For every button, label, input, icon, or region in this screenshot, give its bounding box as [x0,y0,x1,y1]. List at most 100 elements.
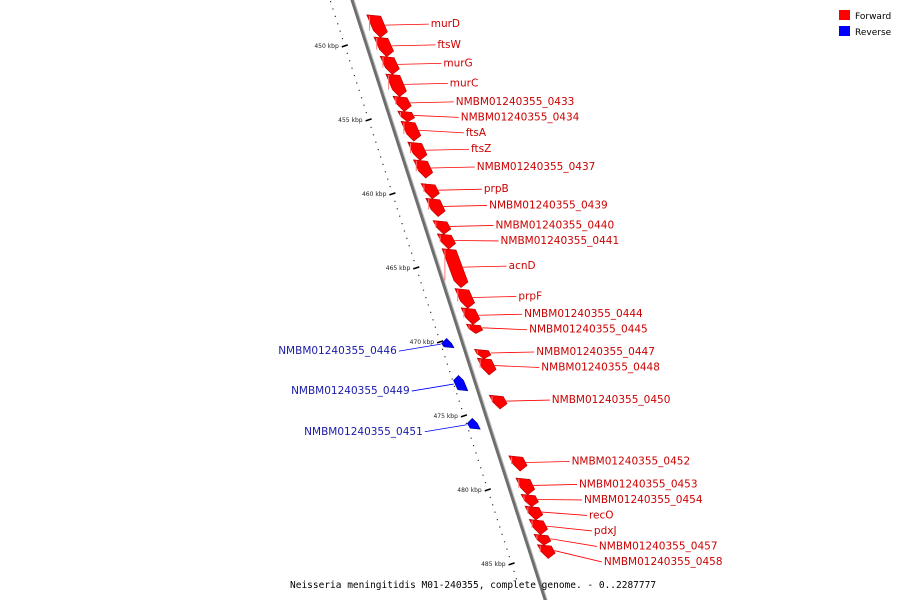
minor-tick [396,208,398,210]
gene-arrow-forward[interactable] [407,141,428,161]
gene-arrow-forward[interactable] [441,248,469,289]
gene-label-forward[interactable]: NMBM01240355_0448 [541,361,660,373]
minor-tick [484,481,487,484]
minor-tick [499,526,501,528]
major-tick [508,562,515,566]
gene-label-forward[interactable]: NMBM01240355_0447 [536,346,655,358]
minor-tick [501,533,503,535]
gene-label-forward[interactable]: NMBM01240355_0433 [456,96,575,108]
gene-label-reverse[interactable]: NMBM01240355_0451 [304,426,423,438]
tick-label: 455 kbp [338,117,363,124]
minor-tick [380,156,382,158]
gene-label-forward[interactable]: ftsA [466,127,487,139]
minor-tick [408,245,410,247]
gene-label-forward[interactable]: NMBM01240355_0440 [496,219,615,231]
minor-tick [349,60,351,62]
gene-label-forward[interactable]: NMBM01240355_0445 [529,324,648,336]
minor-tick [346,52,348,54]
minor-tick [441,348,444,350]
gene-label-forward[interactable]: murD [431,18,460,30]
minor-tick [513,570,515,572]
gene-arrow-reverse[interactable] [441,337,455,349]
gene-label-forward[interactable]: NMBM01240355_0434 [461,111,580,123]
legend-reverse-swatch [839,26,850,36]
gene-leader-line [472,296,517,298]
gene-arrow-forward[interactable] [476,357,497,376]
gene-arrow-forward[interactable] [400,121,422,142]
gene-arrow-forward[interactable] [373,36,395,58]
gene-label-forward[interactable]: murG [443,57,472,69]
gene-label-forward[interactable]: NMBM01240355_0452 [572,456,691,468]
gene-arrow-forward[interactable] [460,307,481,326]
tick-label: 485 kbp [481,561,506,568]
minor-tick [422,289,425,291]
minor-tick [506,548,508,550]
gene-label-forward[interactable]: pdxJ [594,525,617,537]
gene-arrow-forward[interactable] [465,323,484,334]
tick-label: 460 kbp [362,191,387,198]
minor-tick [410,252,413,254]
gene-arrow-reverse[interactable] [453,374,469,392]
gene-label-forward[interactable]: NMBM01240355_0437 [477,161,596,173]
gene-label-forward[interactable]: prpB [484,183,509,195]
tick-label: 480 kbp [457,487,482,494]
gene-label-forward[interactable]: NMBM01240355_0439 [489,199,608,211]
gene-leader-line [425,148,470,151]
gene-arrow-forward[interactable] [528,519,548,536]
gene-label-forward[interactable]: NMBM01240355_0450 [552,394,671,406]
gene-label-reverse[interactable]: NMBM01240355_0446 [278,345,397,357]
major-tick [413,266,420,270]
gene-arrow-forward[interactable] [392,95,412,112]
gene-arrow-forward[interactable] [412,159,434,179]
minor-tick [449,370,451,373]
minor-tick [372,134,375,136]
major-tick [365,118,372,122]
map-caption: Neisseria meningitidis M01-240355, compl… [290,580,656,591]
gene-arrow-forward[interactable] [508,455,528,472]
gene-leader-line [391,44,436,47]
gene-arrow-forward[interactable] [385,73,407,98]
minor-tick [401,222,403,225]
gene-arrow-forward[interactable] [515,477,536,496]
gene-label-forward[interactable]: NMBM01240355_0454 [584,494,703,506]
gene-arrow-forward[interactable] [454,288,476,309]
minor-tick [394,200,396,202]
minor-tick [377,148,379,151]
gene-label-forward[interactable]: NMBM01240355_0453 [579,478,698,490]
tick-label: 470 kbp [410,339,435,346]
major-tick [484,488,491,492]
gene-arrow-reverse[interactable] [466,417,481,430]
minor-tick [418,274,420,276]
gene-arrow-forward[interactable] [436,233,456,250]
tick-label: 475 kbp [433,413,458,420]
gene-arrow-forward[interactable] [420,183,440,200]
gene-leader-line [443,205,488,207]
gene-arrow-forward[interactable] [473,348,492,360]
minor-tick [456,393,458,395]
gene-arrow-forward[interactable] [425,197,446,218]
major-tick [436,340,444,344]
minor-tick [360,97,363,99]
gene-arrow-forward[interactable] [379,55,400,75]
minor-tick [332,8,334,10]
gene-label-forward[interactable]: acnD [509,260,536,272]
gene-label-forward[interactable]: NMBM01240355_0444 [524,308,643,320]
minor-tick [503,541,506,543]
gene-label-forward[interactable]: ftsZ [471,143,491,155]
genome-axis [350,0,548,600]
gene-label-forward[interactable]: NMBM01240355_0441 [501,235,620,247]
axis-highlight [353,0,548,600]
gene-arrow-forward[interactable] [366,14,388,38]
gene-labels: murD ftsW murG murC NMBM01240355_0433 NMBM012… [278,18,722,568]
gene-label-reverse[interactable]: NMBM01240355_0449 [291,385,410,397]
minor-tick [461,407,463,410]
gene-label-forward[interactable]: recO [589,509,614,521]
gene-label-forward[interactable]: NMBM01240355_0457 [599,540,718,552]
gene-label-forward[interactable]: NMBM01240355_0458 [604,556,723,568]
gene-label-forward[interactable]: murC [450,77,479,89]
gene-leader-line [546,525,592,532]
gene-leader-line [410,101,454,104]
gene-label-forward[interactable]: prpF [518,290,542,302]
gene-label-forward[interactable]: ftsW [437,39,461,51]
